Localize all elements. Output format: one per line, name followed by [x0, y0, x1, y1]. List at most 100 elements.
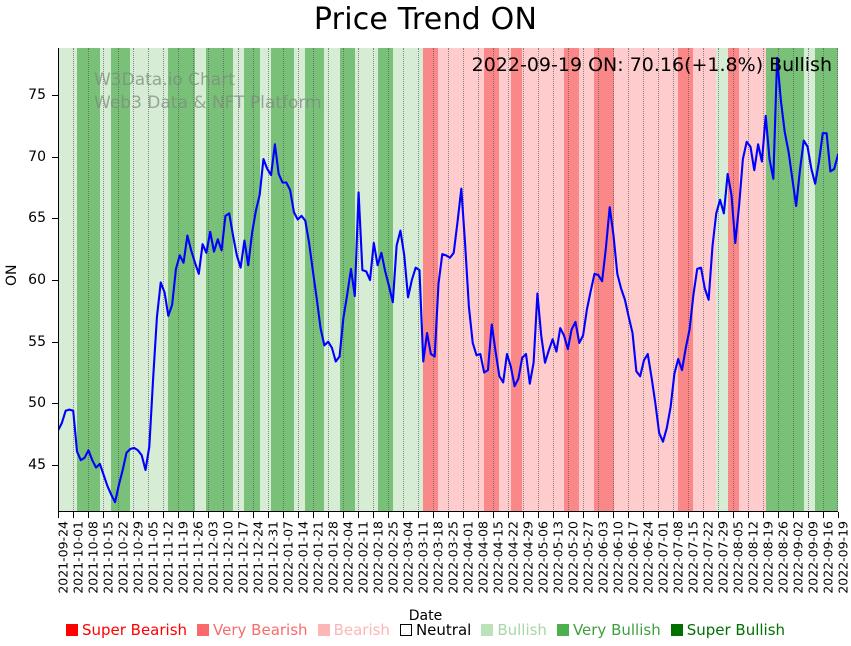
grid-line	[373, 48, 374, 512]
grid-line	[358, 48, 359, 512]
background-band	[438, 48, 485, 512]
x-axis-tick-label: 2021-10-08	[85, 521, 101, 594]
background-band	[815, 48, 838, 512]
background-band	[564, 48, 580, 512]
x-axis-tick-label: 2021-11-19	[175, 521, 191, 594]
x-axis-tick-mark	[703, 512, 704, 518]
background-band	[58, 48, 78, 512]
background-band	[484, 48, 500, 512]
x-axis-tick-label: 2022-04-22	[505, 521, 521, 594]
x-axis-tick-label: 2022-06-10	[610, 521, 626, 594]
grid-line	[643, 48, 644, 512]
price-line	[58, 56, 838, 504]
x-axis-tick-label: 2021-12-03	[205, 521, 221, 594]
background-band	[354, 48, 378, 512]
background-band	[111, 48, 131, 512]
grid-line	[628, 48, 629, 512]
plot-area: W3Data.io Chart Web3 Data & NFT Platform…	[58, 48, 838, 512]
y-axis-tick-label: 65	[28, 210, 46, 227]
x-axis-tick-mark	[433, 512, 434, 518]
x-axis-tick-mark	[148, 512, 149, 518]
legend-label: Neutral	[415, 621, 472, 639]
legend-item[interactable]: Super Bullish	[670, 621, 786, 639]
x-axis-tick-label: 2022-04-29	[520, 521, 536, 594]
x-axis-tick-label: 2022-03-11	[415, 521, 431, 594]
background-band	[206, 48, 233, 512]
price-line-chart	[58, 56, 838, 504]
grid-line	[403, 48, 404, 512]
x-axis-tick-label: 2022-02-11	[355, 521, 371, 594]
x-axis-tick-label: 2022-08-12	[745, 521, 761, 594]
x-axis-tick-label: 2022-01-21	[310, 521, 326, 594]
x-axis-tick-mark	[58, 512, 59, 518]
grid-line	[553, 48, 554, 512]
background-band	[259, 48, 272, 512]
legend-item[interactable]: Very Bearish	[197, 621, 308, 639]
legend-item[interactable]: Neutral	[399, 621, 472, 639]
x-axis-tick-mark	[523, 512, 524, 518]
x-axis-tick-mark	[388, 512, 389, 518]
background-band	[499, 48, 511, 512]
grid-line	[433, 48, 434, 512]
grid-line	[583, 48, 584, 512]
background-band	[377, 48, 393, 512]
x-axis-tick-label: 2022-03-18	[430, 521, 446, 594]
grid-line	[73, 48, 74, 512]
background-band	[99, 48, 112, 512]
x-axis-tick-label: 2022-07-01	[655, 521, 671, 594]
x-axis-tick-label: 2021-11-12	[160, 521, 176, 594]
x-axis-tick-label: 2022-02-18	[370, 521, 386, 594]
y-axis-title: ON	[4, 264, 20, 287]
x-axis-tick-mark	[763, 512, 764, 518]
background-band	[522, 48, 565, 512]
x-axis-tick-mark	[358, 512, 359, 518]
x-axis-tick-label: 2022-09-02	[790, 521, 806, 594]
legend-item[interactable]: Bearish	[317, 621, 390, 639]
x-axis-tick-label: 2022-09-19	[835, 521, 851, 594]
grid-line	[478, 48, 479, 512]
x-axis-tick-label: 2022-02-04	[340, 521, 356, 594]
x-axis-tick-mark	[373, 512, 374, 518]
x-axis-tick-mark	[73, 512, 74, 518]
background-band	[194, 48, 207, 512]
grid-line	[133, 48, 134, 512]
legend-item[interactable]: Very Bullish	[556, 621, 661, 639]
grid-line	[253, 48, 254, 512]
watermark-line-1: W3Data.io Chart	[94, 70, 235, 90]
grid-line	[823, 48, 824, 512]
x-axis-tick-mark	[478, 512, 479, 518]
legend-item[interactable]: Bullish	[481, 621, 547, 639]
x-axis-tick-mark	[718, 512, 719, 518]
x-axis-tick-mark	[283, 512, 284, 518]
grid-line	[598, 48, 599, 512]
legend-item[interactable]: Super Bearish	[65, 621, 187, 639]
grid-line	[613, 48, 614, 512]
x-axis-tick-mark	[733, 512, 734, 518]
x-axis-tick-mark	[838, 512, 839, 518]
y-axis-tick-mark	[52, 403, 58, 405]
legend-swatch-icon	[481, 624, 494, 636]
x-axis-tick-mark	[658, 512, 659, 518]
grid-line	[193, 48, 194, 512]
x-axis: 2021-09-24 2021-10-01 2021-10-08 2021-10-15…	[56, 512, 851, 608]
x-axis-tick-mark	[613, 512, 614, 518]
grid-line	[718, 48, 719, 512]
x-axis-tick-label: 2022-01-28	[325, 521, 341, 594]
x-axis-tick-label: 2021-10-01	[70, 521, 86, 594]
background-band	[739, 48, 766, 512]
x-axis-tick-label: 2022-03-04	[400, 521, 416, 594]
x-axis-tick-mark	[418, 512, 419, 518]
grid-line	[778, 48, 779, 512]
x-axis-tick-label: 2022-05-27	[580, 521, 596, 594]
grid-line	[283, 48, 284, 512]
x-axis-title: Date	[408, 608, 443, 624]
x-axis-tick-mark	[598, 512, 599, 518]
y-axis-tick-mark	[52, 94, 58, 96]
x-axis-tick-mark	[823, 512, 824, 518]
grid-line	[88, 48, 89, 512]
x-axis-tick-mark	[298, 512, 299, 518]
grid-line	[748, 48, 749, 512]
x-axis-tick-mark	[748, 512, 749, 518]
legend-label: Super Bullish	[686, 621, 786, 639]
